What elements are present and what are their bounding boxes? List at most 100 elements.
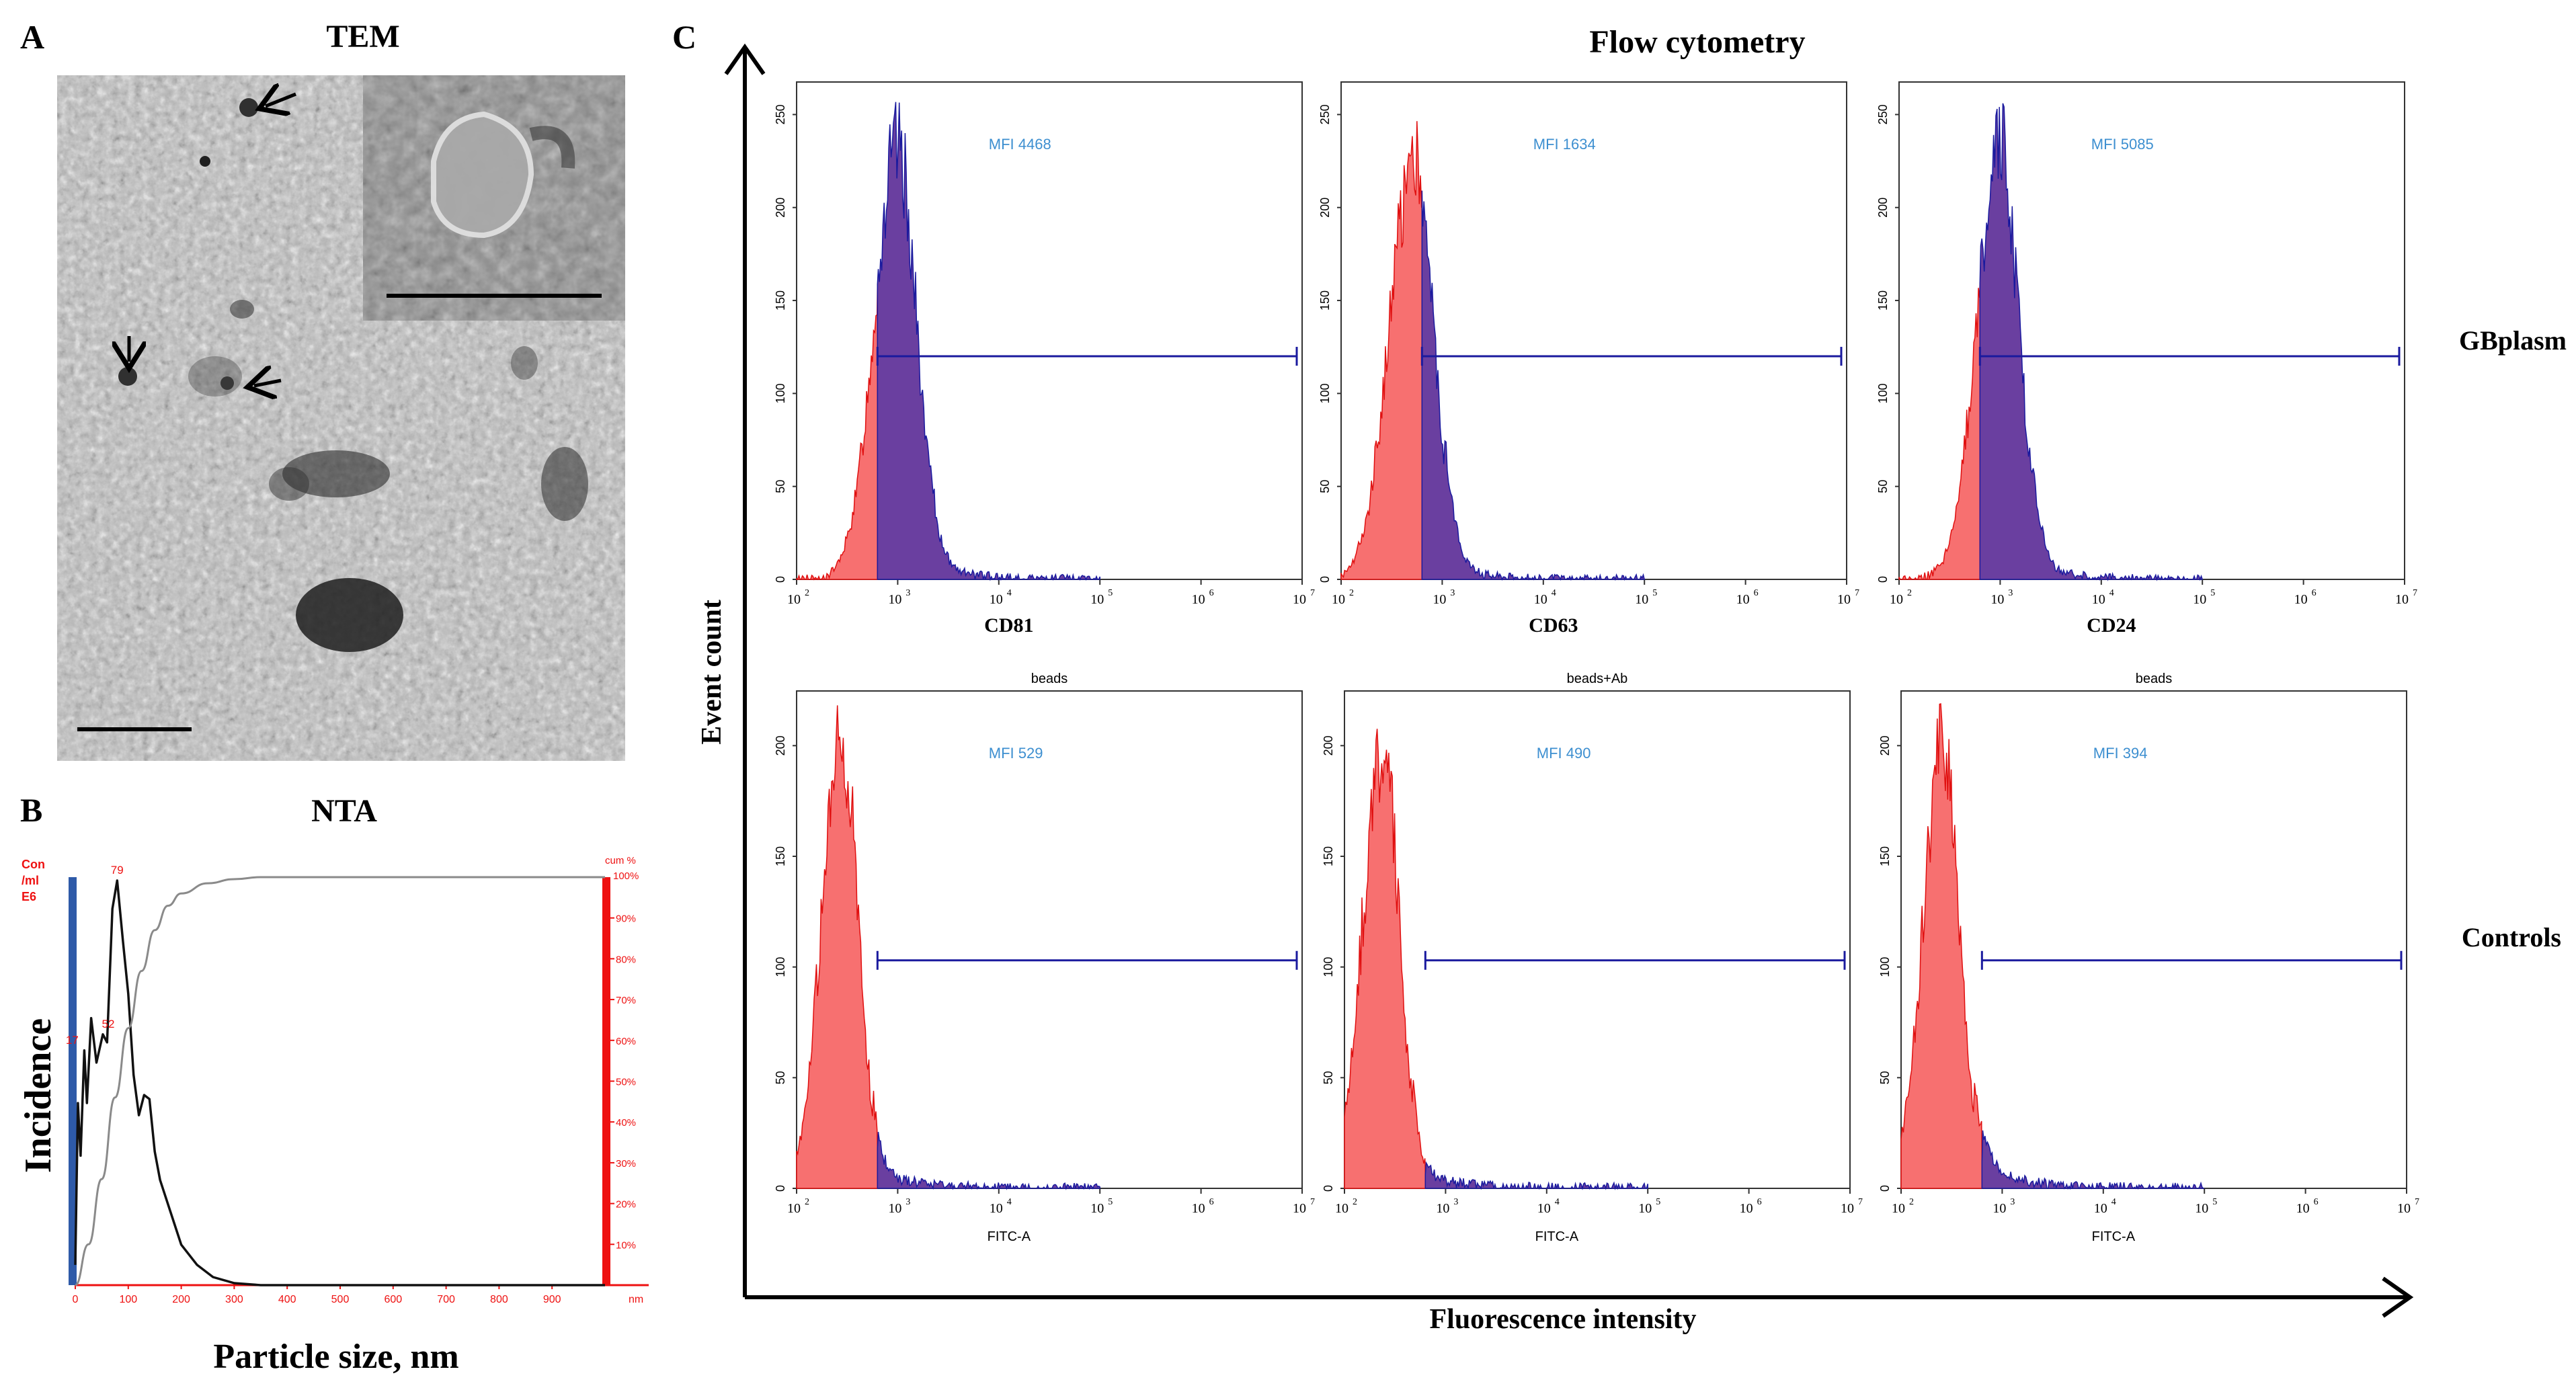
flow-y-tick-label: 200	[774, 198, 787, 218]
flow-x-tick-exponent: 2	[805, 588, 809, 598]
nta-xlabel: Particle size, nm	[213, 1338, 458, 1376]
flow-x-tick-label: 10	[1433, 592, 1446, 607]
flow-x-tick-exponent: 4	[1555, 1197, 1560, 1207]
flow-x-tick-exponent: 2	[805, 1197, 809, 1207]
flow-x-tick-exponent: 3	[905, 1197, 910, 1207]
flow-x-tick-label: 10	[2397, 1201, 2411, 1216]
flow-main-y-arrowhead	[724, 43, 766, 75]
flow-panel: 0 50 100 150 200 250 10 2 10 3 10 4 10 5 10 6 10 7 MFI 508…	[1876, 81, 2417, 637]
tem-inset	[363, 75, 625, 321]
flow-y-tick-label: 100	[1318, 383, 1332, 403]
nta-right-axis-bar	[602, 877, 610, 1285]
flow-histogram-ungated	[1344, 729, 1426, 1189]
flow-x-tick-exponent: 6	[1754, 588, 1759, 598]
nta-right-tick-label: 30%	[616, 1158, 636, 1170]
flow-y-tick-label: 200	[1878, 735, 1892, 755]
flow-y-tick-label: 50	[774, 1071, 787, 1084]
nta-left-axis-bar	[69, 877, 77, 1285]
panel-b-letter: B	[20, 791, 42, 829]
flow-x-tick-exponent: 6	[1209, 588, 1214, 598]
flow-x-tick-exponent: 4	[2109, 588, 2114, 598]
flow-x-tick-exponent: 7	[1858, 1197, 1863, 1207]
flow-y-tick-label: 200	[1876, 198, 1890, 218]
flow-x-tick-exponent: 2	[1349, 588, 1354, 598]
flow-x-tick-exponent: 7	[1855, 588, 1859, 598]
flow-x-tick-label: 10	[1534, 592, 1547, 607]
nta-peak-label: 79	[111, 864, 124, 876]
panel-c: C Flow cytometry Event count Fluorescenc…	[672, 18, 2567, 1335]
flow-y-tick-label: 0	[1318, 576, 1332, 583]
flow-x-tick-label: 10	[1192, 592, 1205, 607]
flow-x-tick-label: 10	[2296, 1201, 2310, 1216]
nta-x-tick-label: 800	[490, 1294, 508, 1305]
flow-y-tick-label: 150	[774, 846, 787, 866]
flow-x-tick-exponent: 6	[1757, 1197, 1762, 1207]
flow-y-tick-label: 100	[774, 383, 787, 403]
flow-mfi-label: MFI 394	[2093, 745, 2148, 762]
nta-ylabel: Incidence	[17, 1018, 59, 1173]
flow-y-tick-label: 0	[1322, 1185, 1335, 1192]
flow-x-tick-exponent: 4	[1007, 1197, 1012, 1207]
flow-mfi-label: MFI 1634	[1533, 136, 1596, 153]
flow-y-tick-label: 50	[1876, 480, 1890, 493]
nta-concentration-line	[74, 879, 605, 1286]
flow-xlabel: CD63	[1529, 614, 1578, 637]
flow-x-tick-exponent: 3	[2010, 1197, 2015, 1207]
flow-histogram-gated	[877, 1131, 1100, 1190]
nta-x-tick-label: 600	[384, 1294, 402, 1305]
nta-right-tick-label: 90%	[616, 913, 636, 925]
flow-x-tick-exponent: 3	[2008, 588, 2013, 598]
flow-y-tick-label: 100	[1878, 957, 1892, 977]
flow-x-tick-label: 10	[2092, 592, 2105, 607]
flow-y-tick-label: 150	[1878, 846, 1892, 866]
flow-y-tick-label: 150	[774, 290, 787, 311]
flow-x-tick-label: 10	[990, 592, 1003, 607]
nta-x-tick-label: 300	[225, 1294, 243, 1305]
flow-x-tick-label: 10	[787, 592, 801, 607]
nta-chart: Con/ml E6 cum % 100% 10% 20% 30% 40% 50% 60% 70% 80…	[22, 855, 649, 1305]
panel-a-letter: A	[20, 18, 44, 56]
flow-x-tick-label: 10	[1990, 592, 2004, 607]
flow-histogram-ungated	[796, 705, 879, 1189]
panel-c-title: Flow cytometry	[1589, 24, 1805, 60]
nta-left-axis-label: E6	[22, 890, 36, 903]
flow-x-tick-label: 10	[1638, 1201, 1652, 1216]
flow-y-tick-label: 100	[774, 957, 787, 977]
flow-x-tick-label: 10	[1335, 1201, 1349, 1216]
flow-x-tick-label: 10	[2395, 592, 2409, 607]
flow-y-tick-label: 150	[1322, 846, 1335, 866]
flow-plot-frame	[796, 690, 1303, 1189]
flow-y-tick-label: 100	[1876, 383, 1890, 403]
flow-x-tick-label: 10	[1890, 592, 1903, 607]
nta-right-tick-label: 40%	[616, 1117, 636, 1129]
flow-x-tick-label: 10	[1192, 1201, 1205, 1216]
flow-x-tick-exponent: 6	[1209, 1197, 1214, 1207]
flow-xlabel: CD81	[984, 614, 1033, 637]
arrow-marker	[266, 94, 296, 106]
flow-x-tick-exponent: 5	[1656, 1197, 1660, 1207]
flow-x-tick-exponent: 6	[2312, 588, 2317, 598]
nta-x-tick-label: 400	[278, 1294, 296, 1305]
flow-x-tick-exponent: 3	[1453, 1197, 1458, 1207]
nta-right-tick-label: 20%	[616, 1199, 636, 1211]
flow-y-tick-label: 200	[1318, 198, 1332, 218]
flow-panel-title: beads+Ab	[1567, 671, 1628, 686]
flow-x-tick-label: 10	[2294, 592, 2308, 607]
flow-histogram-gated	[1424, 1161, 1648, 1190]
flow-x-tick-label: 10	[2193, 592, 2206, 607]
flow-main-x-arrowhead	[2382, 1276, 2414, 1318]
nta-left-axis-label: Con	[22, 858, 45, 871]
nta-x-tick-label: 500	[331, 1294, 350, 1305]
flow-plot-frame	[1900, 690, 2407, 1189]
nta-right-tick-label: 10%	[616, 1239, 636, 1251]
flow-histogram-gated	[1421, 190, 1646, 581]
flow-ylabel: Event count	[696, 600, 727, 745]
flow-xlabel: CD24	[2087, 614, 2136, 637]
flow-xlabel: Fluorescence intensity	[1430, 1304, 1697, 1335]
flow-histogram-gated	[1981, 1130, 2205, 1190]
flow-y-tick-label: 50	[1318, 480, 1332, 493]
flow-x-tick-label: 10	[1740, 1201, 1753, 1216]
flow-x-tick-label: 10	[1537, 1201, 1551, 1216]
nta-cumulative-line	[75, 876, 605, 1286]
